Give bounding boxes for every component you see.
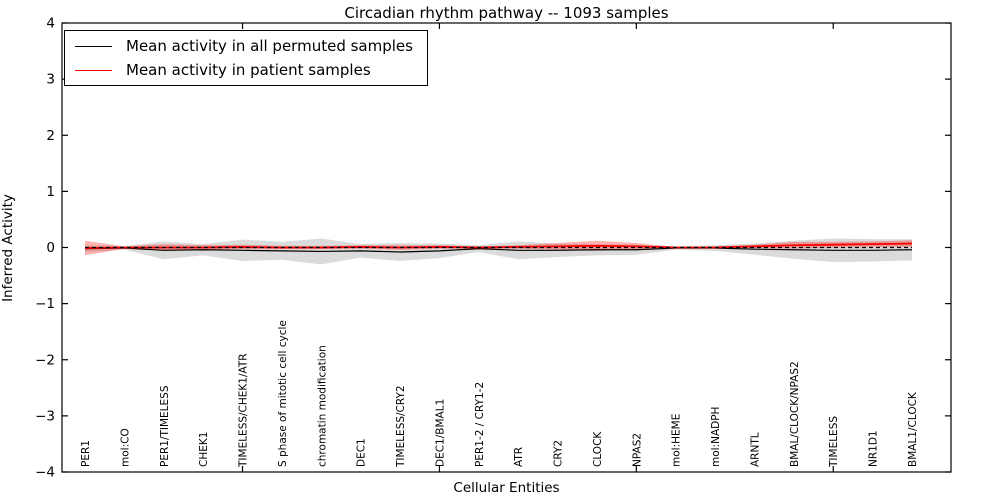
x-tick-label: CHEK1 — [198, 432, 210, 467]
x-tick-label: ATR — [513, 447, 525, 467]
y-tick-label: −1 — [35, 296, 55, 312]
x-tick-label: PER1 — [80, 440, 92, 467]
x-tick-label: mol:HEME — [671, 414, 683, 467]
x-axis-label: Cellular Entities — [453, 480, 560, 496]
x-tick-label: PER1/TIMELESS — [159, 385, 171, 467]
x-tick-label: PER1-2 / CRY1-2 — [474, 382, 486, 467]
x-tick-label: mol:NADPH — [710, 407, 722, 467]
x-tick-label: chromatin modification — [316, 345, 328, 467]
chart-title: Circadian rhythm pathway -- 1093 samples — [344, 4, 669, 22]
x-tick-label: TIMELESS — [828, 416, 840, 468]
y-tick-label: 2 — [46, 128, 55, 144]
y-tick-label: −3 — [35, 408, 55, 424]
x-tick-label: DEC1/BMAL1 — [434, 399, 446, 467]
x-tick-label: CLOCK — [592, 431, 604, 467]
patient-line-swatch — [75, 69, 112, 71]
y-axis-label: Inferred Activity — [0, 194, 16, 302]
permuted-line-swatch — [75, 45, 112, 47]
x-tick-label: CRY2 — [553, 440, 565, 467]
x-tick-label: BMAL1/CLOCK — [907, 391, 919, 467]
y-tick-label: 3 — [46, 72, 55, 88]
legend: Mean activity in all permuted samples Me… — [64, 30, 428, 86]
x-tick-label: S phase of mitotic cell cycle — [277, 320, 289, 467]
x-tick-label: mol:CO — [119, 428, 131, 467]
legend-item-permuted: Mean activity in all permuted samples — [75, 37, 413, 55]
x-tick-label: NR1D1 — [868, 430, 880, 467]
x-tick-label: TIMELESS/CHEK1/ATR — [238, 353, 250, 468]
legend-label-permuted: Mean activity in all permuted samples — [126, 37, 413, 55]
y-tick-label: 0 — [46, 240, 55, 256]
x-tick-label: NPAS2 — [631, 433, 643, 467]
x-tick-label: TIMELESS/CRY2 — [395, 385, 407, 468]
y-tick-label: −2 — [35, 352, 55, 368]
x-tick-label: DEC1 — [356, 438, 368, 467]
legend-item-patient: Mean activity in patient samples — [75, 61, 413, 79]
y-tick-label: −4 — [35, 465, 55, 481]
legend-label-patient: Mean activity in patient samples — [126, 61, 371, 79]
x-tick-label: ARNTL — [749, 432, 761, 467]
x-tick-label: BMAL/CLOCK/NPAS2 — [789, 361, 801, 467]
y-tick-label: 4 — [46, 16, 55, 32]
y-tick-label: 1 — [46, 184, 55, 200]
